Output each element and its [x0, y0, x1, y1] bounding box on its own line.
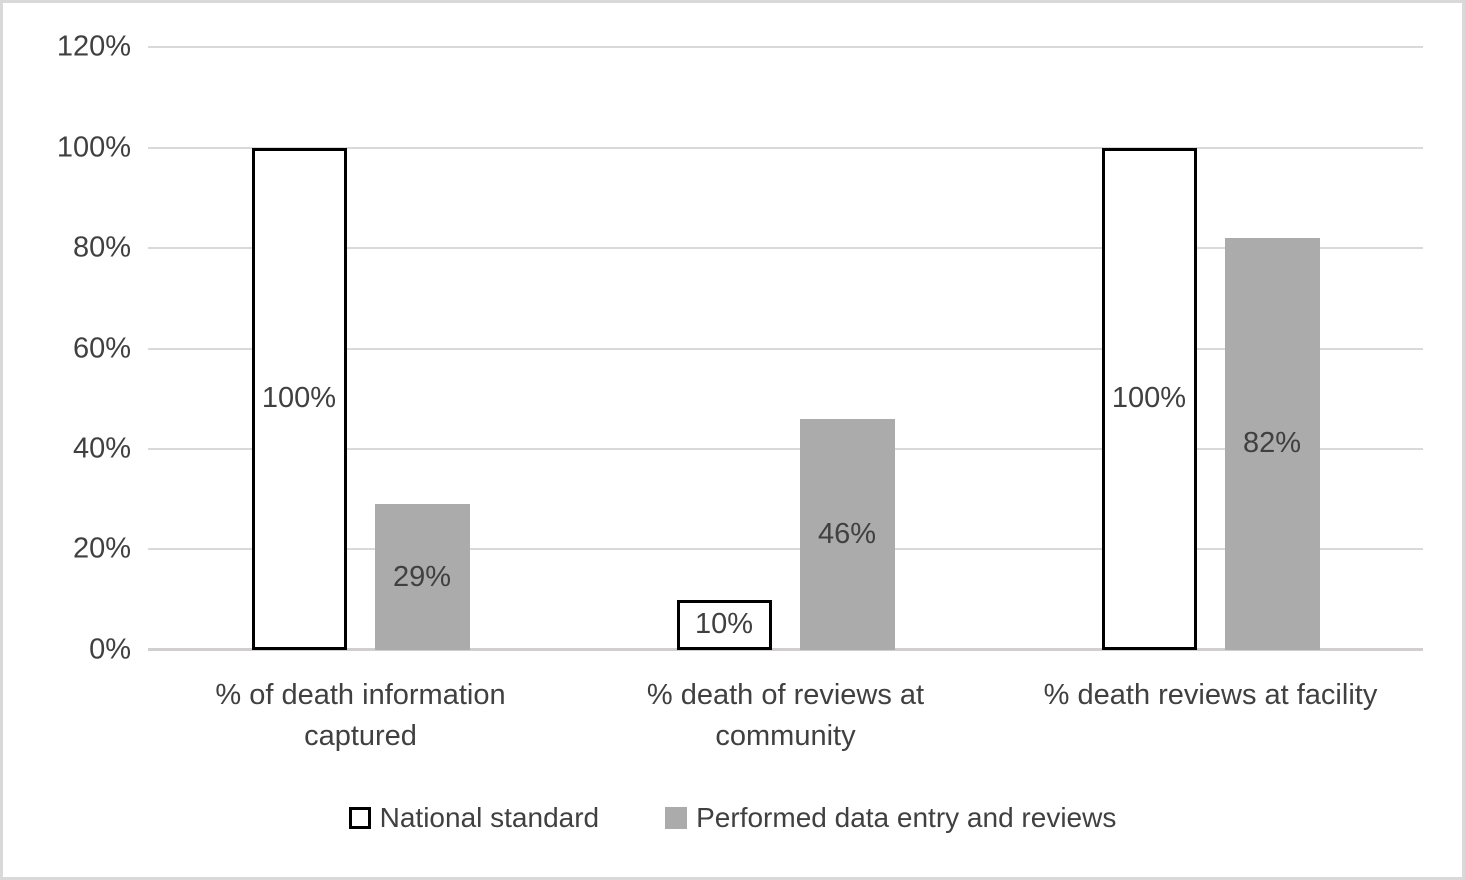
- x-label-death-information-captured: % of death information captured: [215, 679, 506, 752]
- bar-groups: 100% 29% 10% 46% 100% 82%: [148, 47, 1423, 650]
- bar-group-death-information-captured: 100% 29%: [148, 47, 573, 650]
- legend-item-national-standard: National standard: [348, 802, 600, 834]
- x-label-death-reviews-facility: % death reviews at facility: [1043, 679, 1378, 711]
- gridline-100: [148, 146, 1423, 149]
- bar-group-death-reviews-facility: 100% 82%: [998, 47, 1423, 650]
- gridline-20: [148, 548, 1423, 551]
- bar-data-label: 10%: [694, 608, 754, 641]
- y-tick-120: 120%: [56, 30, 131, 63]
- y-tick-80: 80%: [72, 231, 131, 264]
- legend-label-national-standard: National standard: [379, 802, 600, 833]
- y-tick-20: 20%: [72, 532, 131, 565]
- bar-data-label: 82%: [1242, 427, 1302, 460]
- gridline-40: [148, 448, 1423, 450]
- x-axis-labels: % of death information captured % death …: [148, 675, 1423, 757]
- y-tick-0: 0%: [89, 633, 131, 666]
- bar-national-standard-1: 100%: [251, 147, 347, 650]
- legend-swatch-national-standard: [348, 807, 371, 829]
- bar-group-death-reviews-community: 10% 46%: [573, 47, 998, 650]
- x-label-death-reviews-community: % death of reviews at community: [646, 679, 925, 752]
- legend-label-performed: Performed data entry and reviews: [696, 802, 1117, 833]
- plot-area: 100% 29% 10% 46% 100% 82%: [148, 46, 1423, 651]
- x-axis-line: [148, 648, 1423, 651]
- y-axis: 120% 100% 80% 60% 40% 20% 0%: [3, 32, 131, 664]
- legend-item-performed: Performed data entry and reviews: [665, 802, 1116, 834]
- legend-swatch-performed: [665, 807, 688, 829]
- gridline-60: [148, 347, 1423, 350]
- bar-performed-2: 46%: [799, 418, 895, 650]
- y-tick-40: 40%: [72, 432, 131, 465]
- bar-data-label: 100%: [261, 382, 337, 415]
- gridline-80: [148, 246, 1423, 249]
- bar-data-label: 46%: [817, 517, 877, 550]
- bar-data-label: 100%: [1111, 382, 1187, 415]
- legend: National standard Performed data entry a…: [3, 802, 1462, 834]
- gridline-120: [148, 46, 1423, 48]
- bar-national-standard-3: 100%: [1101, 147, 1197, 650]
- bar-performed-1: 29%: [374, 504, 470, 650]
- bar-data-label: 29%: [392, 560, 452, 593]
- y-tick-60: 60%: [72, 332, 131, 364]
- bar-performed-3: 82%: [1224, 237, 1320, 650]
- bar-national-standard-2: 10%: [676, 599, 772, 650]
- y-tick-100: 100%: [56, 131, 131, 163]
